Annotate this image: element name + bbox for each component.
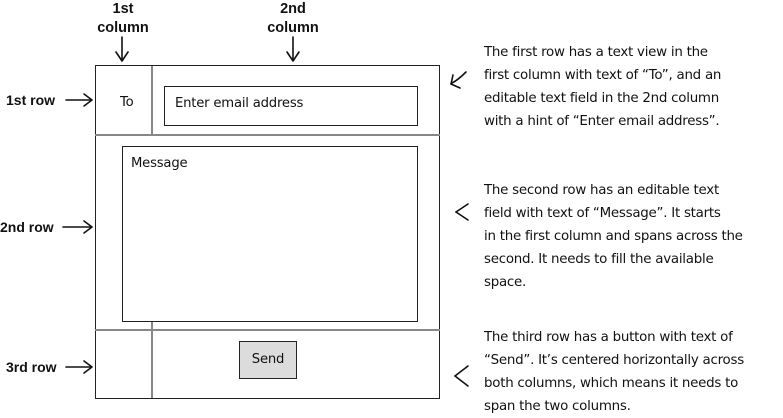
row2-annotation-arrow-icon: [455, 203, 469, 221]
column-divider-middle: [151, 322, 153, 330]
column-divider-bottom: [151, 331, 153, 398]
row3-annotation-line: The third row has a button with text of: [484, 330, 733, 345]
first-column-label-line1: 1st: [112, 1, 134, 17]
third-row-arrow-icon: [65, 360, 93, 374]
second-column-label: 2nd column: [262, 0, 324, 38]
message-hint: Message: [131, 156, 188, 171]
second-column-label-line1: 2nd: [280, 1, 306, 17]
row1-annotation-line: editable text field in the 2nd column: [484, 91, 719, 106]
row3-annotation-line: “Send”. It’s centered horizontally acros…: [484, 353, 744, 368]
row2-annotation: The second row has an editable text fiel…: [484, 179, 743, 294]
first-row-arrow-icon: [65, 93, 93, 107]
third-row-label: 3rd row: [6, 359, 57, 375]
row2-annotation-line: in the first column and spans across the: [484, 229, 743, 244]
first-row-label: 1st row: [6, 92, 56, 108]
row3-annotation: The third row has a button with text of …: [484, 326, 744, 418]
row2-annotation-line: second. It needs to fill the available: [484, 252, 714, 267]
row1-annotation-line: The first row has a text view in the: [484, 45, 708, 60]
second-column-label-line2: column: [267, 20, 319, 36]
row2-annotation-line: field with text of “Message”. It starts: [484, 206, 721, 221]
first-column-arrow-icon: [115, 36, 129, 62]
column-divider-top: [151, 66, 153, 135]
row2-annotation-line: The second row has an editable text: [484, 183, 719, 198]
second-row-arrow-icon: [62, 220, 93, 234]
send-button-label: Send: [251, 352, 285, 367]
row1-annotation-line: with a hint of “Enter email address”.: [484, 114, 720, 129]
email-text-field[interactable]: Enter email address: [164, 86, 418, 126]
row-divider-2: [95, 329, 440, 331]
to-text-view: To: [120, 95, 134, 110]
row3-annotation-arrow-icon: [454, 365, 469, 387]
message-text-field[interactable]: Message: [122, 146, 418, 322]
row-divider-1: [95, 134, 440, 136]
row1-annotation-line: first column with text of “To”, and an: [484, 68, 722, 83]
row1-annotation-arrow-icon: [450, 71, 467, 89]
first-column-label-line2: column: [97, 20, 149, 36]
row1-annotation: The first row has a text view in the fir…: [484, 41, 721, 133]
email-hint: Enter email address: [175, 96, 304, 111]
row3-annotation-line: both columns, which means it needs to: [484, 376, 739, 391]
send-button[interactable]: Send: [239, 341, 297, 379]
second-column-arrow-icon: [286, 36, 300, 62]
layout-frame: [95, 65, 440, 399]
row3-annotation-line: span the two columns.: [484, 399, 631, 414]
second-row-label: 2nd row: [0, 219, 54, 235]
first-column-label: 1st column: [92, 0, 154, 38]
row2-annotation-line: space.: [484, 275, 527, 290]
